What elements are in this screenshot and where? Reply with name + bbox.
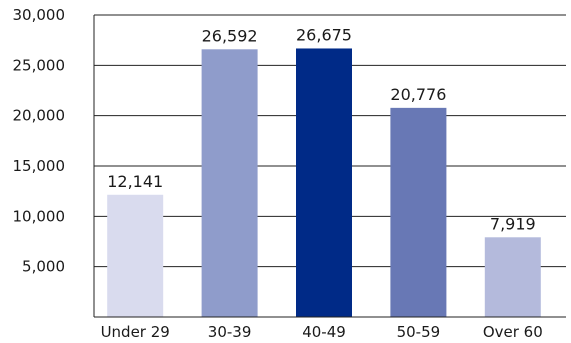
data-label: 20,776 bbox=[390, 85, 446, 104]
axes bbox=[93, 15, 566, 318]
y-axis-tick-labels: 5,000 10,000 15,000 20,000 25,000 30,000 bbox=[13, 6, 66, 276]
data-label: 7,919 bbox=[490, 214, 536, 233]
y-tick-label: 5,000 bbox=[22, 258, 65, 276]
bar bbox=[484, 237, 541, 317]
y-tick-label: 15,000 bbox=[13, 157, 66, 175]
data-label: 26,592 bbox=[202, 26, 258, 45]
bars bbox=[107, 48, 541, 318]
data-label: 26,675 bbox=[296, 25, 352, 44]
x-tick-label: 30-39 bbox=[208, 323, 252, 341]
bar bbox=[201, 49, 258, 318]
x-tick-label: 50-59 bbox=[397, 323, 441, 341]
y-tick-label: 30,000 bbox=[13, 6, 66, 24]
x-tick-label: Over 60 bbox=[483, 323, 543, 341]
data-labels: 12,141 26,592 26,675 20,776 7,919 bbox=[107, 25, 535, 233]
bar bbox=[107, 194, 164, 317]
y-tick-label: 25,000 bbox=[13, 56, 66, 74]
y-tick-label: 10,000 bbox=[13, 207, 66, 225]
x-tick-label: 40-49 bbox=[302, 323, 346, 341]
x-tick-label: Under 29 bbox=[101, 323, 170, 341]
bar bbox=[296, 48, 352, 317]
y-tick-label: 20,000 bbox=[13, 107, 66, 125]
bar bbox=[390, 107, 447, 317]
x-axis-category-labels: Under 29 30-39 40-49 50-59 Over 60 bbox=[101, 323, 543, 341]
data-label: 12,141 bbox=[107, 172, 163, 191]
